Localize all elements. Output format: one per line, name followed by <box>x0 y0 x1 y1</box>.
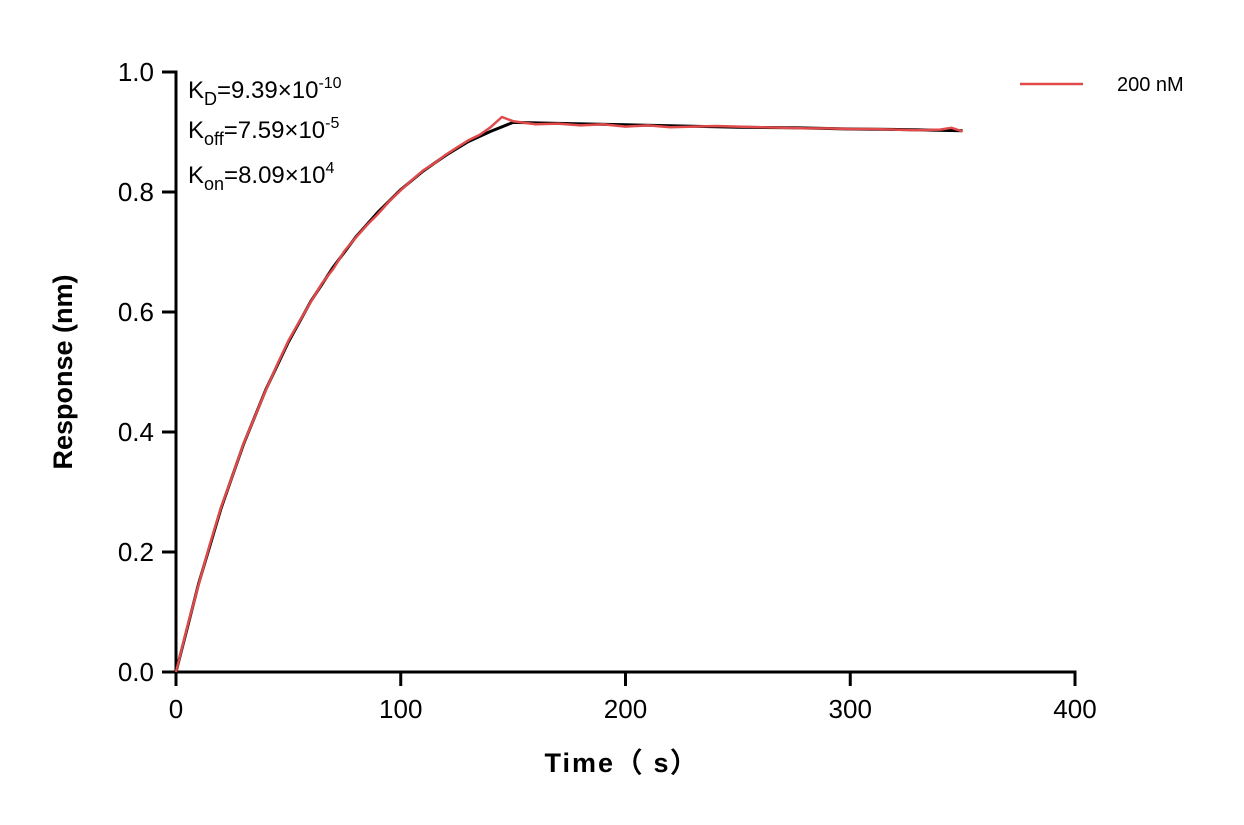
legend-label-200nm: 200 nM <box>1117 74 1184 96</box>
kinetics-annotation: KD=9.39×10-10 Koff=7.59×10-5 Kon=8.09×10… <box>188 75 342 194</box>
y-axis-label: Response (nm) <box>48 274 78 469</box>
y-tick-label: 0.4 <box>118 417 154 447</box>
axes <box>174 70 1077 674</box>
legend: 200 nM <box>1020 74 1184 96</box>
y-tick-label: 0.8 <box>118 177 154 207</box>
koff-annotation: Koff=7.59×10-5 <box>188 115 339 149</box>
x-tick-label: 200 <box>604 694 647 724</box>
kon-annotation: Kon=8.09×104 <box>188 160 334 194</box>
x-tick-label: 100 <box>379 694 422 724</box>
x-tick-label: 300 <box>829 694 872 724</box>
x-tick-label: 400 <box>1053 694 1096 724</box>
y-tick-label: 0.2 <box>118 537 154 567</box>
y-tick-label: 0.0 <box>118 657 154 687</box>
y-tick-label: 0.6 <box>118 297 154 327</box>
x-tick-label: 0 <box>169 694 183 724</box>
y-tick-label: 1.0 <box>118 57 154 87</box>
series-200nm-line <box>174 115 963 673</box>
kd-annotation: KD=9.39×10-10 <box>188 75 342 109</box>
x-axis-label: Time（ s） <box>544 748 699 778</box>
fit-curve-line <box>174 120 963 673</box>
